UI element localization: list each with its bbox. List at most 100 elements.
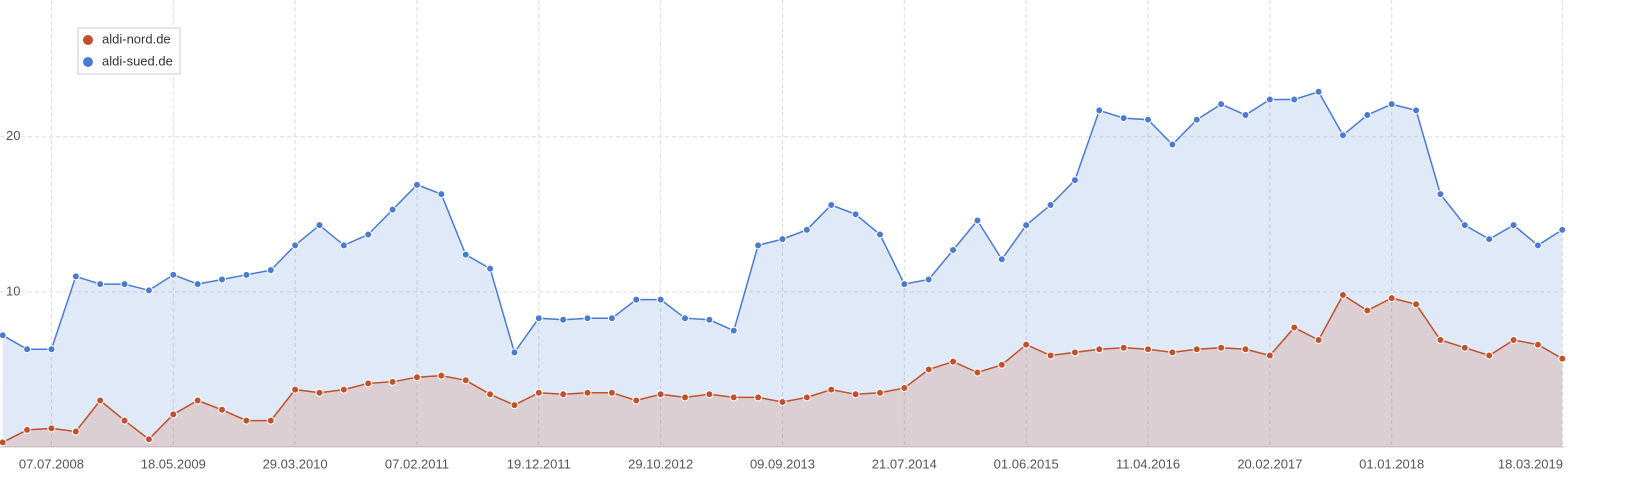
data-point: [1363, 111, 1372, 120]
data-point: [1265, 351, 1274, 360]
data-point: [1046, 351, 1055, 360]
y-tick-label: 20: [6, 128, 20, 143]
data-point: [461, 376, 470, 385]
data-point: [924, 365, 933, 374]
x-tick-label: 07.07.2008: [19, 456, 84, 471]
data-point: [1070, 176, 1079, 185]
legend-label: aldi-nord.de: [102, 31, 171, 46]
data-point: [827, 201, 836, 210]
data-point: [339, 241, 348, 250]
data-point: [1485, 351, 1494, 360]
x-tick-label: 18.05.2009: [141, 456, 206, 471]
data-point: [412, 180, 421, 189]
data-point: [242, 270, 251, 279]
legend-label: aldi-sued.de: [102, 53, 173, 68]
data-point: [1412, 106, 1421, 115]
data-point: [1436, 190, 1445, 199]
data-point: [656, 390, 665, 399]
data-point: [364, 379, 373, 388]
data-point: [1095, 106, 1104, 115]
data-point: [875, 230, 884, 239]
data-point: [1168, 348, 1177, 357]
data-point: [96, 396, 105, 405]
x-tick-label: 01.01.2018: [1359, 456, 1424, 471]
data-point: [851, 390, 860, 399]
data-point: [1022, 221, 1031, 230]
data-point: [437, 371, 446, 380]
data-point: [1509, 221, 1518, 230]
data-point: [656, 295, 665, 304]
data-point: [827, 385, 836, 394]
data-point: [1436, 335, 1445, 344]
data-point: [266, 416, 275, 425]
data-point: [924, 275, 933, 284]
data-point: [23, 425, 32, 434]
legend: aldi-nord.de aldi-sued.de: [77, 27, 181, 75]
data-point: [1314, 87, 1323, 96]
data-point: [1144, 345, 1153, 354]
data-point: [412, 373, 421, 382]
x-tick-label: 18.03.2019: [1498, 456, 1563, 471]
data-point: [291, 385, 300, 394]
data-point: [1119, 343, 1128, 352]
data-point: [802, 393, 811, 402]
data-point: [193, 280, 202, 289]
data-point: [632, 295, 641, 304]
data-point: [973, 216, 982, 225]
data-point: [754, 393, 763, 402]
data-point: [1192, 345, 1201, 354]
data-point: [1485, 235, 1494, 244]
data-point: [1460, 221, 1469, 230]
data-point: [534, 314, 543, 323]
data-point: [1533, 340, 1542, 349]
data-point: [47, 424, 56, 433]
x-tick-label: 29.10.2012: [628, 456, 693, 471]
data-point: [1241, 345, 1250, 354]
data-point: [949, 357, 958, 366]
legend-box: [77, 27, 181, 75]
x-tick-label: 01.06.2015: [994, 456, 1059, 471]
data-point: [1314, 335, 1323, 344]
data-point: [681, 314, 690, 323]
data-point: [997, 255, 1006, 264]
data-point: [242, 416, 251, 425]
x-tick-label: 07.02.2011: [385, 456, 449, 471]
data-point: [218, 405, 227, 414]
data-point: [681, 393, 690, 402]
data-point: [47, 345, 56, 354]
data-point: [1558, 225, 1567, 234]
data-point: [510, 401, 519, 410]
data-point: [754, 241, 763, 250]
data-point: [1119, 114, 1128, 123]
data-point: [607, 388, 616, 397]
data-point: [729, 393, 738, 402]
series-area: [2, 295, 1563, 447]
data-point: [1046, 201, 1055, 210]
data-point: [1290, 323, 1299, 332]
data-point: [0, 331, 7, 340]
data-point: [0, 438, 7, 447]
data-point: [1363, 306, 1372, 315]
x-tick-label: 21.07.2014: [872, 456, 937, 471]
data-point: [71, 427, 80, 436]
data-point: [1217, 100, 1226, 109]
data-point: [1265, 95, 1274, 104]
x-tick-label: 19.12.2011: [507, 456, 571, 471]
data-point: [388, 377, 397, 386]
data-point: [120, 280, 129, 289]
data-point: [1460, 343, 1469, 352]
data-point: [900, 384, 909, 393]
x-tick-label: 29.03.2010: [263, 456, 328, 471]
data-point: [1509, 335, 1518, 344]
data-point: [1144, 115, 1153, 124]
data-point: [71, 272, 80, 281]
data-point: [291, 241, 300, 250]
data-point: [583, 388, 592, 397]
data-point: [1217, 343, 1226, 352]
data-point: [120, 416, 129, 425]
data-point: [388, 205, 397, 214]
data-point: [193, 396, 202, 405]
legend-marker: [83, 35, 93, 45]
data-point: [1070, 348, 1079, 357]
